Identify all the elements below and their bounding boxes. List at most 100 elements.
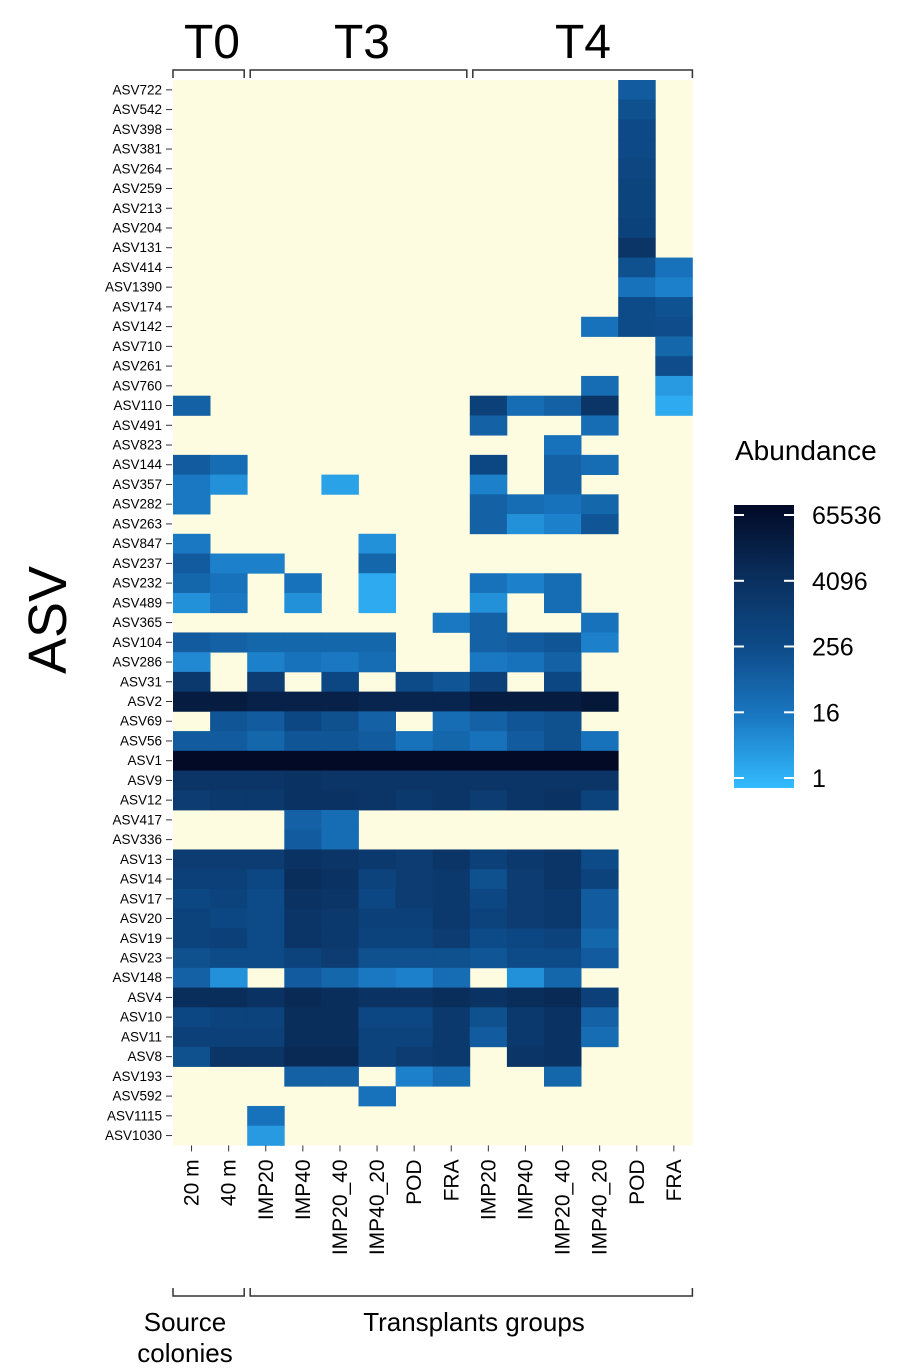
heatmap-cell <box>432 750 471 771</box>
heatmap-cell <box>247 908 285 929</box>
heatmap-cell <box>506 948 545 969</box>
heatmap-cell <box>210 928 248 949</box>
heatmap-cell <box>395 987 434 1008</box>
row-label: ASV823 <box>112 438 162 453</box>
heatmap-cell <box>544 987 582 1008</box>
heatmap-cell <box>321 711 359 732</box>
row-label: ASV417 <box>112 812 162 827</box>
heatmap-cell <box>506 711 545 732</box>
row-label: ASV847 <box>112 536 162 551</box>
heatmap-cell <box>321 1007 359 1028</box>
heatmap-cell <box>469 849 508 870</box>
heatmap-cell <box>173 948 211 969</box>
heatmap-cell <box>210 632 248 653</box>
heatmap-cell <box>544 632 582 653</box>
heatmap-cell <box>506 790 545 811</box>
heatmap-cell <box>581 691 619 712</box>
heatmap-cell <box>358 770 396 791</box>
heatmap-cell <box>581 888 619 910</box>
row-label: ASV8 <box>127 1049 162 1064</box>
heatmap-cell <box>358 573 396 594</box>
heatmap-cell <box>469 691 508 712</box>
heatmap-cell <box>284 652 322 673</box>
heatmap-cell <box>544 494 582 515</box>
heatmap-cell <box>321 869 359 890</box>
heatmap-cell <box>247 553 285 574</box>
heatmap-cell <box>321 908 359 929</box>
heatmap-cell <box>469 592 508 614</box>
bottom-bracket-transplants <box>249 1288 694 1297</box>
row-label: ASV282 <box>112 497 162 512</box>
row-label: ASV23 <box>120 950 162 965</box>
heatmap-cell <box>618 218 656 239</box>
column-label: FRA <box>663 1159 686 1201</box>
heatmap-cell <box>358 632 396 653</box>
heatmap-cell <box>173 533 211 554</box>
heatmap-cell <box>173 592 211 614</box>
heatmap-cell <box>506 632 545 653</box>
heatmap-cell <box>284 987 322 1008</box>
heatmap-cell <box>432 612 471 633</box>
row-label: ASV19 <box>120 931 162 946</box>
heatmap-cell <box>358 888 396 910</box>
heatmap-cell <box>395 671 434 693</box>
column-label: IMP20_40 <box>552 1159 575 1255</box>
legend: Abundance 65536 4096 256 16 1 <box>734 435 882 793</box>
heatmap-cell <box>395 888 434 910</box>
heatmap-cell <box>358 1007 396 1028</box>
heatmap-cell <box>210 967 248 988</box>
heatmap-cell <box>173 770 211 791</box>
row-label: ASV9 <box>127 773 162 788</box>
heatmap-cell <box>395 1007 434 1028</box>
heatmap-cell <box>173 474 211 495</box>
legend-tick-label: 256 <box>812 634 854 662</box>
heatmap-cell <box>506 869 545 890</box>
row-label: ASV263 <box>112 516 162 531</box>
heatmap-cell <box>506 1007 545 1028</box>
heatmap-cell <box>173 1027 211 1048</box>
bottom-bracket-source <box>172 1288 245 1297</box>
heatmap-cell <box>247 652 285 673</box>
group-brackets <box>172 69 694 1297</box>
column-label: FRA <box>440 1159 463 1201</box>
heatmap-cell <box>432 1007 471 1028</box>
heatmap-cell <box>210 888 248 910</box>
heatmap-cell <box>618 257 656 278</box>
row-label: ASV336 <box>112 832 162 847</box>
heatmap-cell <box>173 967 211 988</box>
heatmap-cell <box>210 592 248 614</box>
heatmap-cell <box>618 139 656 160</box>
heatmap-cell <box>321 849 359 870</box>
row-label: ASV13 <box>120 852 162 867</box>
row-labels: ASV722 ASV542 ASV398 ASV381 ASV264 ASV259 ASV2… <box>105 82 172 1143</box>
heatmap-cell <box>210 1007 248 1028</box>
heatmap-cell <box>247 1125 285 1146</box>
row-label: ASV357 <box>112 477 162 492</box>
column-label: POD <box>626 1159 649 1205</box>
heatmap-cell <box>544 750 582 771</box>
heatmap-cell <box>618 198 656 219</box>
heatmap-cell <box>618 277 656 298</box>
row-label: ASV204 <box>112 220 162 235</box>
heatmap-cell <box>618 99 656 120</box>
heatmap-cell <box>395 731 434 752</box>
top-bracket-t4 <box>472 69 694 78</box>
row-label: ASV722 <box>112 82 162 97</box>
heatmap-cell <box>284 829 322 850</box>
heatmap-cell <box>469 790 508 811</box>
row-label: ASV10 <box>120 1010 162 1025</box>
row-label: ASV4 <box>127 990 162 1005</box>
heatmap-cell <box>247 632 285 653</box>
heatmap-cell <box>321 829 359 850</box>
heatmap-cell <box>581 731 619 752</box>
heatmap-cell <box>210 987 248 1008</box>
heatmap-cell <box>247 770 285 791</box>
heatmap-cell <box>432 671 471 693</box>
heatmap-cell <box>544 671 582 693</box>
heatmap-cell <box>506 1027 545 1048</box>
heatmap-cell <box>284 869 322 890</box>
heatmap-cell <box>469 731 508 752</box>
heatmap-cell <box>469 888 508 910</box>
heatmap-cell <box>581 869 619 890</box>
